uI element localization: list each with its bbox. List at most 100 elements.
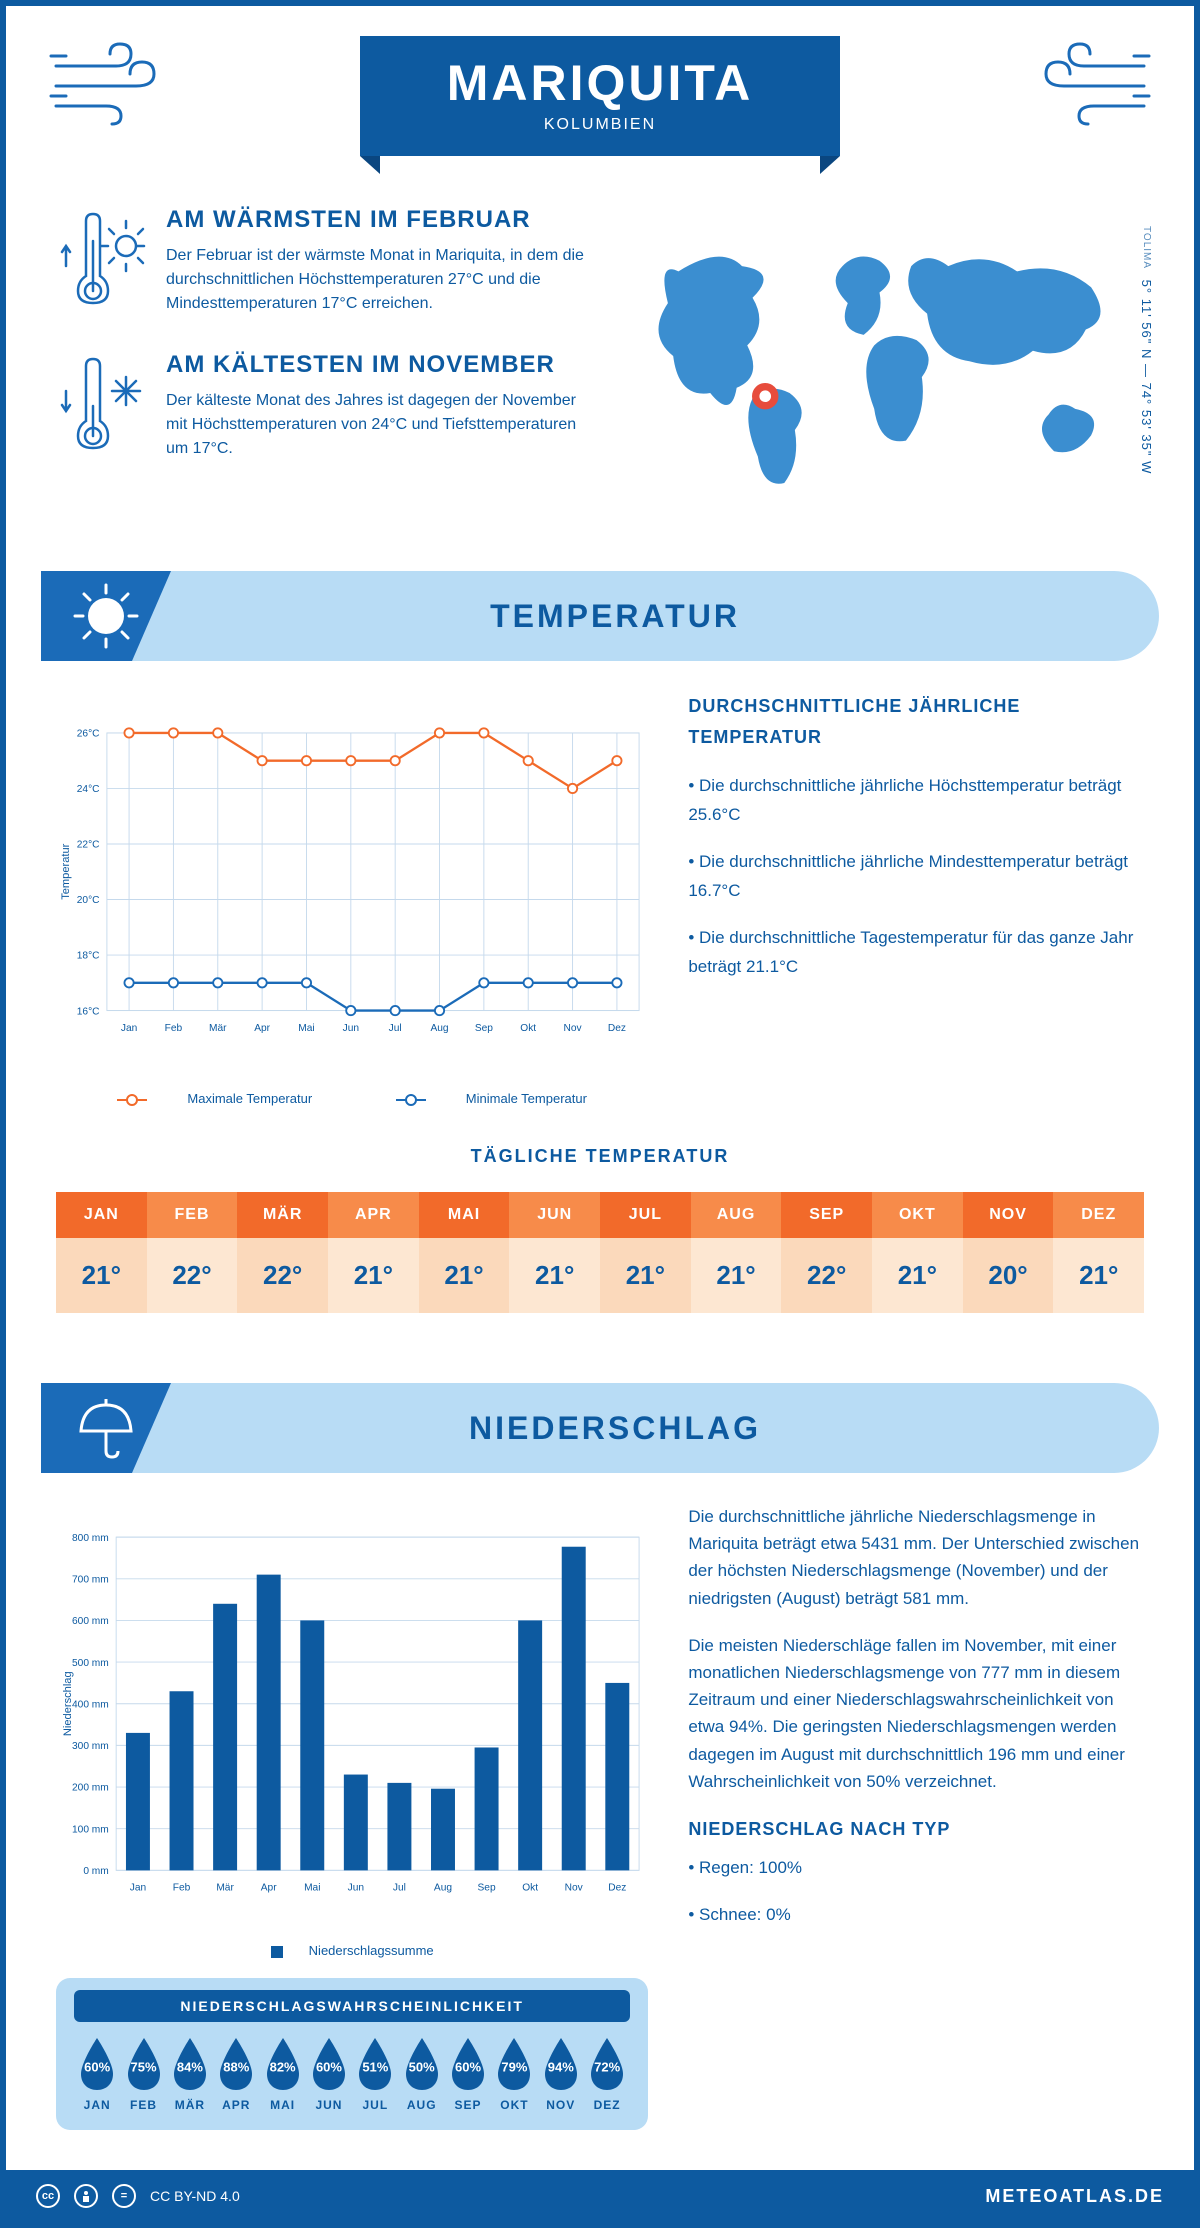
svg-text:Apr: Apr (254, 1023, 270, 1034)
warmest-block: AM WÄRMSTEN IM FEBRUAR Der Februar ist d… (56, 206, 585, 316)
svg-text:Jun: Jun (348, 1883, 364, 1894)
probability-month: SEP (445, 2098, 491, 2112)
raindrop-icon: 79% (492, 2036, 536, 2092)
svg-text:Jul: Jul (393, 1883, 406, 1894)
probability-item: 60% SEP (445, 2036, 491, 2112)
daily-temp-section: TÄGLICHE TEMPERATUR JAN 21°FEB 22°MÄR 22… (6, 1146, 1194, 1363)
daily-col: JUN 21° (509, 1192, 600, 1313)
daily-value: 21° (328, 1238, 419, 1313)
svg-text:Feb: Feb (173, 1883, 191, 1894)
svg-text:Nov: Nov (565, 1883, 584, 1894)
daily-col: JAN 21° (56, 1192, 147, 1313)
probability-month: MAI (259, 2098, 305, 2112)
probability-value: 51% (362, 2060, 388, 2075)
svg-text:Jan: Jan (121, 1023, 137, 1034)
svg-text:100 mm: 100 mm (72, 1824, 109, 1835)
svg-text:16°C: 16°C (77, 1006, 100, 1017)
daily-month: APR (328, 1192, 419, 1238)
precipitation-bar-chart: 0 mm100 mm200 mm300 mm400 mm500 mm600 mm… (56, 1503, 648, 1923)
license-text: CC BY-ND 4.0 (150, 2188, 240, 2204)
daily-month: DEZ (1053, 1192, 1144, 1238)
precipitation-heading: NIEDERSCHLAG (171, 1410, 1159, 1447)
daily-month: FEB (147, 1192, 238, 1238)
daily-value: 22° (237, 1238, 328, 1313)
coldest-title: AM KÄLTESTEN IM NOVEMBER (166, 351, 585, 379)
warmest-title: AM WÄRMSTEN IM FEBRUAR (166, 206, 585, 234)
raindrop-icon: 50% (400, 2036, 444, 2092)
probability-item: 60% JUN (306, 2036, 352, 2112)
raindrop-icon: 84% (168, 2036, 212, 2092)
svg-text:26°C: 26°C (77, 729, 100, 740)
warmest-text: Der Februar ist der wärmste Monat in Mar… (166, 244, 585, 316)
daily-month: SEP (781, 1192, 872, 1238)
temp-chart-legend: Maximale Temperatur Minimale Temperatur (56, 1091, 648, 1106)
umbrella-icon (71, 1393, 141, 1463)
svg-text:0 mm: 0 mm (83, 1866, 108, 1877)
title-banner: MARIQUITA KOLUMBIEN (360, 36, 840, 156)
svg-text:20°C: 20°C (77, 895, 100, 906)
wind-icon-left (46, 36, 186, 126)
raindrop-icon: 60% (307, 2036, 351, 2092)
precip-type-title: NIEDERSCHLAG NACH TYP (688, 1815, 1144, 1844)
daily-col: MAI 21° (419, 1192, 510, 1313)
svg-text:400 mm: 400 mm (72, 1699, 109, 1710)
raindrop-icon: 75% (122, 2036, 166, 2092)
raindrop-icon: 60% (446, 2036, 490, 2092)
precip-p2: Die meisten Niederschläge fallen im Nove… (688, 1632, 1144, 1795)
svg-text:Jul: Jul (389, 1023, 402, 1034)
footer-site: METEOATLAS.DE (985, 2186, 1164, 2207)
infographic-page: MARIQUITA KOLUMBIEN (0, 0, 1200, 2228)
probability-box: NIEDERSCHLAGSWAHRSCHEINLICHKEIT 60% JAN … (56, 1978, 648, 2130)
daily-month: AUG (691, 1192, 782, 1238)
coldest-block: AM KÄLTESTEN IM NOVEMBER Der kälteste Mo… (56, 351, 585, 461)
svg-text:500 mm: 500 mm (72, 1658, 109, 1669)
svg-text:Dez: Dez (608, 1023, 626, 1034)
probability-title: NIEDERSCHLAGSWAHRSCHEINLICHKEIT (74, 1990, 630, 2022)
probability-item: 50% AUG (399, 2036, 445, 2112)
probability-month: NOV (538, 2098, 584, 2112)
probability-value: 60% (455, 2060, 481, 2075)
probability-month: OKT (491, 2098, 537, 2112)
thermometer-hot-icon (56, 206, 146, 316)
svg-text:24°C: 24°C (77, 784, 100, 795)
daily-temp-table: JAN 21°FEB 22°MÄR 22°APR 21°MAI 21°JUN 2… (56, 1192, 1144, 1313)
precip-p1: Die durchschnittliche jährliche Niedersc… (688, 1503, 1144, 1612)
svg-text:Apr: Apr (261, 1883, 277, 1894)
daily-temp-title: TÄGLICHE TEMPERATUR (56, 1146, 1144, 1167)
daily-month: JUN (509, 1192, 600, 1238)
probability-month: JUN (306, 2098, 352, 2112)
probability-value: 94% (548, 2060, 574, 2075)
temperature-heading: TEMPERATUR (171, 598, 1159, 635)
footer: cc = CC BY-ND 4.0 METEOATLAS.DE (6, 2170, 1194, 2222)
map-panel: TOLIMA 5° 11' 56" N — 74° 53' 35" W (615, 206, 1144, 511)
probability-value: 72% (594, 2060, 620, 2075)
svg-text:Mär: Mär (209, 1023, 227, 1034)
coordinates-label: TOLIMA 5° 11' 56" N — 74° 53' 35" W (1139, 226, 1154, 474)
probability-month: JUL (352, 2098, 398, 2112)
daily-month: JAN (56, 1192, 147, 1238)
nd-icon: = (112, 2184, 136, 2208)
world-map-icon (615, 206, 1144, 506)
daily-value: 20° (963, 1238, 1054, 1313)
daily-value: 21° (872, 1238, 963, 1313)
svg-text:Mai: Mai (304, 1883, 320, 1894)
probability-month: DEZ (584, 2098, 630, 2112)
svg-text:Nov: Nov (564, 1023, 583, 1034)
svg-text:600 mm: 600 mm (72, 1616, 109, 1627)
probability-value: 50% (409, 2060, 435, 2075)
daily-col: OKT 21° (872, 1192, 963, 1313)
probability-month: AUG (399, 2098, 445, 2112)
header: MARIQUITA KOLUMBIEN (6, 6, 1194, 176)
temperature-summary: DURCHSCHNITTLICHE JÄHRLICHE TEMPERATUR •… (688, 691, 1144, 1106)
precip-type-1: • Regen: 100% (688, 1854, 1144, 1881)
cc-icon: cc (36, 2184, 60, 2208)
raindrop-icon: 94% (539, 2036, 583, 2092)
coldest-text: Der kälteste Monat des Jahres ist dagege… (166, 389, 585, 461)
daily-col: MÄR 22° (237, 1192, 328, 1313)
daily-value: 21° (56, 1238, 147, 1313)
daily-col: DEZ 21° (1053, 1192, 1144, 1313)
by-icon (74, 2184, 98, 2208)
probability-item: 84% MÄR (167, 2036, 213, 2112)
daily-month: MAI (419, 1192, 510, 1238)
svg-text:Mai: Mai (298, 1023, 314, 1034)
